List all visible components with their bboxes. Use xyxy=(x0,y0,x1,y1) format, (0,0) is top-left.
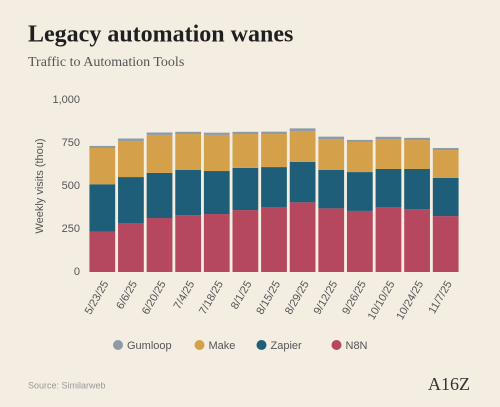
bar-segment xyxy=(289,161,316,203)
bar-segment xyxy=(146,172,173,218)
x-tick-label: 7/18/25 xyxy=(197,279,226,317)
bar-segment xyxy=(346,141,373,173)
legend-label: Zapier xyxy=(271,340,303,352)
bar-segment xyxy=(318,208,345,272)
bar-segment xyxy=(118,177,144,223)
bar-segment xyxy=(232,131,259,135)
bar-segment xyxy=(175,215,202,272)
bar-segment xyxy=(261,131,287,135)
bar-segment xyxy=(346,139,373,142)
bar-segment xyxy=(118,138,144,141)
bar-segment xyxy=(404,137,430,141)
bar-segment xyxy=(175,131,202,135)
bar-segment xyxy=(89,145,116,148)
bar-segment xyxy=(346,210,373,272)
bar-segment xyxy=(289,128,316,131)
bar-segment xyxy=(432,177,459,217)
bar-segment xyxy=(375,168,402,207)
legend-swatch xyxy=(331,340,342,350)
bar-segment xyxy=(203,132,230,135)
y-tick-label: 1,000 xyxy=(52,94,80,106)
bar-segment xyxy=(346,172,373,211)
chart-subtitle: Traffic to Automation Tools xyxy=(28,55,184,70)
legend-swatch xyxy=(113,340,123,350)
bar-segment xyxy=(404,209,430,272)
bar-segment xyxy=(404,168,430,210)
bar-segment xyxy=(261,134,287,168)
x-tick-label: 6/6/25 xyxy=(114,279,140,311)
x-tick-label: 10/10/25 xyxy=(366,279,398,322)
x-tick-label: 11/7/25 xyxy=(426,279,454,316)
x-tick-label: 9/12/25 xyxy=(312,279,341,317)
bar-segment xyxy=(232,134,259,168)
legend-swatch xyxy=(194,340,205,350)
y-tick-label: 750 xyxy=(62,137,80,149)
bar-segment xyxy=(175,170,202,216)
bar-segment xyxy=(89,184,116,232)
x-tick-label: 8/1/25 xyxy=(229,279,255,311)
bar-segment xyxy=(318,170,345,209)
chart-title: Legacy automation wanes xyxy=(28,22,293,48)
bar-segment xyxy=(289,202,316,272)
logo: A16Z xyxy=(428,374,470,394)
bar-segment xyxy=(146,217,173,272)
bar-segment xyxy=(289,130,316,162)
bar-segment xyxy=(318,139,345,171)
bar-segment xyxy=(261,206,287,272)
bar-segment xyxy=(89,147,116,185)
bar-segment xyxy=(146,134,173,173)
bar-segment xyxy=(232,167,259,211)
y-tick-label: 0 xyxy=(74,266,80,278)
bar-segment xyxy=(432,216,459,272)
y-axis-label: Weekly visits (thou) xyxy=(34,138,46,233)
bar-segment xyxy=(203,171,230,215)
x-tick-label: 9/26/25 xyxy=(340,279,369,317)
bar-segment xyxy=(318,136,345,140)
y-tick-label: 250 xyxy=(62,223,80,235)
x-tick-label: 8/29/25 xyxy=(283,279,312,317)
bar-segment xyxy=(118,222,144,272)
bar-segment xyxy=(261,167,287,207)
bar-segment xyxy=(118,140,144,178)
x-tick-label: 7/4/25 xyxy=(172,279,198,311)
x-tick-label: 6/20/25 xyxy=(140,279,169,317)
bar-segment xyxy=(404,140,430,169)
bar-segment xyxy=(375,139,402,169)
bar-segment xyxy=(203,214,230,272)
legend-label: N8N xyxy=(346,340,368,352)
legend-label: Gumloop xyxy=(127,340,172,352)
bar-segment xyxy=(432,150,459,178)
source: Source: Similarweb xyxy=(28,380,106,390)
y-tick-label: 500 xyxy=(62,180,80,192)
x-tick-label: 5/23/25 xyxy=(83,279,112,317)
bar-segment xyxy=(232,210,259,272)
bar-segment xyxy=(375,136,402,140)
bar-segment xyxy=(375,206,402,272)
legend-label: Make xyxy=(209,340,236,352)
bar-segment xyxy=(146,132,173,135)
bar-segment xyxy=(89,231,116,272)
bar-segment xyxy=(432,147,459,151)
x-tick-label: 10/24/25 xyxy=(394,279,426,322)
legend-swatch xyxy=(256,340,267,350)
bar-segment xyxy=(175,134,202,171)
x-tick-label: 8/15/25 xyxy=(254,279,283,317)
bar-segment xyxy=(203,134,230,172)
